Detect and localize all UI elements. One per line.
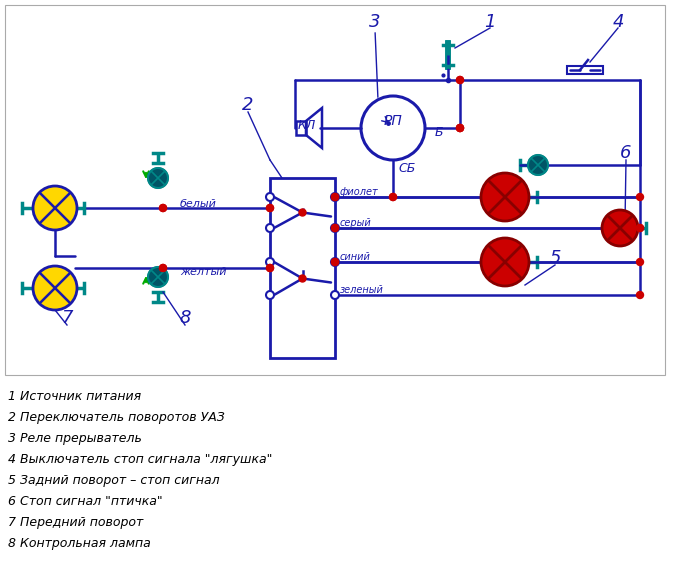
Text: КЛ: КЛ bbox=[298, 119, 317, 131]
Text: 8: 8 bbox=[180, 309, 191, 327]
Bar bbox=[5, 5, 665, 375]
Text: СБ: СБ bbox=[398, 161, 415, 175]
Text: 3 Реле прерыватель: 3 Реле прерыватель bbox=[8, 432, 142, 445]
Text: белый: белый bbox=[180, 199, 217, 209]
Circle shape bbox=[148, 168, 168, 188]
Circle shape bbox=[637, 225, 643, 232]
Circle shape bbox=[159, 264, 167, 271]
Text: 5: 5 bbox=[549, 249, 561, 267]
Circle shape bbox=[267, 264, 273, 271]
Circle shape bbox=[389, 194, 396, 200]
Text: серый: серый bbox=[340, 218, 372, 228]
Text: РП: РП bbox=[383, 114, 402, 128]
Circle shape bbox=[159, 264, 167, 271]
Circle shape bbox=[456, 124, 464, 131]
Circle shape bbox=[637, 259, 643, 266]
Circle shape bbox=[267, 204, 273, 211]
Circle shape bbox=[299, 209, 306, 216]
Circle shape bbox=[528, 155, 548, 175]
Text: 1 Источник питания: 1 Источник питания bbox=[8, 390, 141, 403]
Circle shape bbox=[331, 258, 339, 266]
Circle shape bbox=[389, 194, 396, 200]
Circle shape bbox=[331, 224, 339, 232]
Text: зеленый: зеленый bbox=[340, 285, 384, 295]
Circle shape bbox=[456, 77, 464, 84]
Circle shape bbox=[602, 210, 638, 246]
Bar bbox=[567, 66, 603, 74]
Text: 2: 2 bbox=[242, 96, 254, 114]
Bar bbox=[270, 178, 335, 358]
Text: 8 Контрольная лампа: 8 Контрольная лампа bbox=[8, 537, 151, 550]
Text: 6 Стоп сигнал "птичка": 6 Стоп сигнал "птичка" bbox=[8, 495, 163, 508]
Text: фиолет: фиолет bbox=[340, 187, 379, 197]
Circle shape bbox=[33, 266, 77, 310]
Circle shape bbox=[331, 225, 338, 232]
Text: синий: синий bbox=[340, 252, 371, 262]
Circle shape bbox=[456, 124, 464, 131]
Circle shape bbox=[266, 258, 274, 266]
Circle shape bbox=[148, 267, 168, 287]
Circle shape bbox=[456, 77, 464, 84]
Text: 5 Задний поворот – стоп сигнал: 5 Задний поворот – стоп сигнал bbox=[8, 474, 219, 487]
Circle shape bbox=[331, 291, 339, 299]
Circle shape bbox=[159, 204, 167, 211]
Circle shape bbox=[331, 259, 338, 266]
Text: Б: Б bbox=[435, 127, 443, 139]
Circle shape bbox=[637, 291, 643, 298]
Circle shape bbox=[331, 193, 339, 201]
Circle shape bbox=[33, 186, 77, 230]
Circle shape bbox=[331, 194, 338, 200]
Circle shape bbox=[267, 264, 273, 271]
Text: 7: 7 bbox=[61, 309, 73, 327]
Circle shape bbox=[637, 225, 643, 232]
Circle shape bbox=[267, 204, 273, 211]
Text: 4: 4 bbox=[612, 13, 624, 31]
Bar bbox=[296, 121, 306, 135]
Text: 1: 1 bbox=[484, 13, 495, 31]
Circle shape bbox=[299, 275, 306, 282]
Circle shape bbox=[481, 173, 529, 221]
Text: 7 Передний поворот: 7 Передний поворот bbox=[8, 516, 143, 529]
Circle shape bbox=[331, 259, 338, 266]
Text: 4 Выключатель стоп сигнала "лягушка": 4 Выключатель стоп сигнала "лягушка" bbox=[8, 453, 273, 466]
Text: 2 Переключатель поворотов УАЗ: 2 Переключатель поворотов УАЗ bbox=[8, 411, 225, 424]
Circle shape bbox=[331, 194, 338, 200]
Circle shape bbox=[266, 224, 274, 232]
Text: 6: 6 bbox=[620, 144, 632, 162]
Circle shape bbox=[637, 194, 643, 200]
Circle shape bbox=[481, 238, 529, 286]
Circle shape bbox=[266, 193, 274, 201]
Text: желтый: желтый bbox=[180, 267, 227, 277]
Circle shape bbox=[331, 225, 338, 232]
Circle shape bbox=[266, 291, 274, 299]
Circle shape bbox=[159, 204, 167, 211]
Text: 3: 3 bbox=[369, 13, 381, 31]
Circle shape bbox=[456, 124, 464, 131]
